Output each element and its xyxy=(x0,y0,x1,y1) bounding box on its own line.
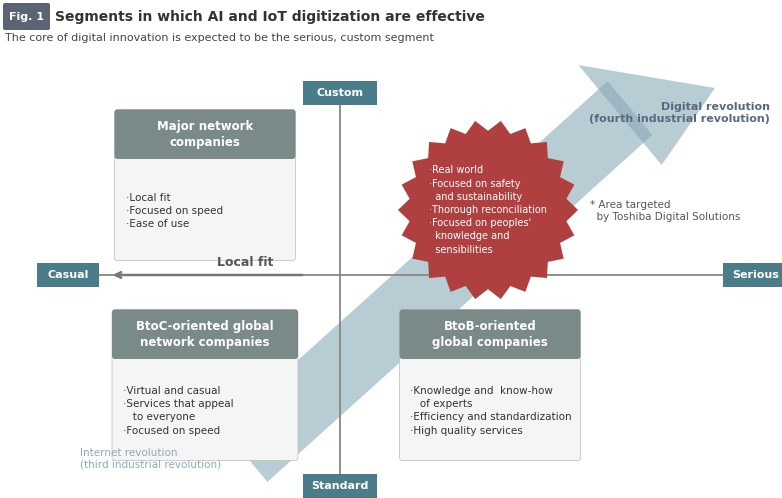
Polygon shape xyxy=(223,81,652,482)
Text: The core of digital innovation is expected to be the serious, custom segment: The core of digital innovation is expect… xyxy=(5,33,434,43)
FancyBboxPatch shape xyxy=(112,309,298,461)
Text: ·Virtual and casual
·Services that appeal
   to everyone
·Focused on speed: ·Virtual and casual ·Services that appea… xyxy=(123,386,234,436)
Bar xyxy=(115,334,295,356)
Text: ·Knowledge and  know-how
   of experts
·Efficiency and standardization
·High qua: ·Knowledge and know-how of experts ·Effi… xyxy=(411,386,572,436)
Text: Segments in which AI and IoT digitization are effective: Segments in which AI and IoT digitizatio… xyxy=(55,10,485,24)
Text: Fig. 1: Fig. 1 xyxy=(9,11,44,21)
FancyBboxPatch shape xyxy=(303,81,377,105)
Text: BtoB-oriented
global companies: BtoB-oriented global companies xyxy=(432,320,548,349)
Polygon shape xyxy=(398,121,578,299)
Circle shape xyxy=(410,131,566,288)
Bar xyxy=(117,134,292,156)
Text: Digital revolution
(fourth industrial revolution): Digital revolution (fourth industrial re… xyxy=(589,102,770,124)
Bar xyxy=(403,334,577,356)
FancyBboxPatch shape xyxy=(112,309,298,359)
FancyBboxPatch shape xyxy=(723,263,782,287)
Text: Internet revolution
(third industrial revolution): Internet revolution (third industrial re… xyxy=(80,448,221,470)
FancyBboxPatch shape xyxy=(400,309,580,359)
FancyBboxPatch shape xyxy=(3,3,50,30)
Text: BtoC-oriented global
network companies: BtoC-oriented global network companies xyxy=(136,320,274,349)
Text: Serious: Serious xyxy=(733,270,780,280)
FancyBboxPatch shape xyxy=(37,263,99,287)
Text: * Area targeted
  by Toshiba Digital Solutions: * Area targeted by Toshiba Digital Solut… xyxy=(590,200,741,222)
FancyBboxPatch shape xyxy=(114,110,296,260)
Text: Casual: Casual xyxy=(48,270,88,280)
Text: Major network
companies: Major network companies xyxy=(157,120,253,149)
Text: Local fit: Local fit xyxy=(217,255,273,268)
Text: ·Local fit
·Focused on speed
·Ease of use: ·Local fit ·Focused on speed ·Ease of us… xyxy=(125,193,223,229)
Text: Standard: Standard xyxy=(311,481,368,491)
Text: Custom: Custom xyxy=(317,88,364,98)
Text: ·Real world
·Focused on safety
  and sustainability
·Thorough reconciliation
·Fo: ·Real world ·Focused on safety and susta… xyxy=(429,165,547,254)
FancyBboxPatch shape xyxy=(303,474,377,498)
Polygon shape xyxy=(579,65,715,165)
FancyBboxPatch shape xyxy=(114,110,296,159)
FancyBboxPatch shape xyxy=(400,309,580,461)
